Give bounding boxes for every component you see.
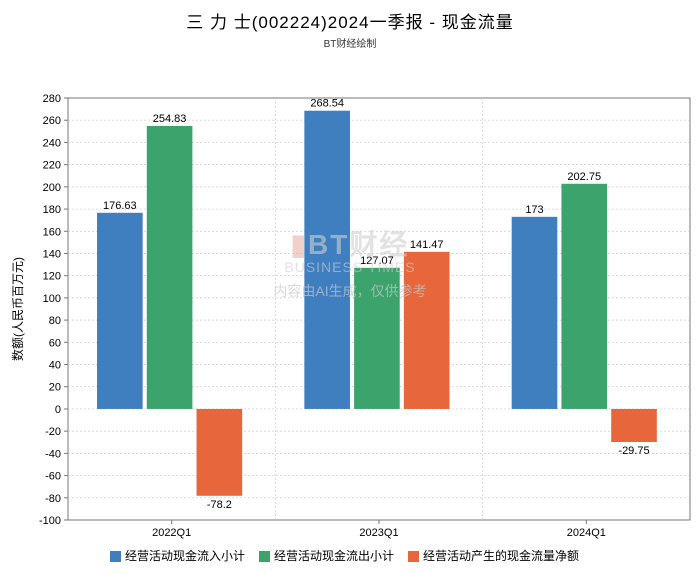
svg-text:2022Q1: 2022Q1 — [152, 527, 191, 539]
legend-swatch — [259, 551, 270, 562]
legend-label: 经营活动产生的现金流量净额 — [423, 548, 579, 563]
svg-text:2023Q1: 2023Q1 — [359, 527, 398, 539]
svg-text:120: 120 — [43, 271, 61, 283]
svg-text:-29.75: -29.75 — [618, 445, 649, 457]
chart-svg: -100 -80 -60 -40 -20 0 20 40 60 80 100 120 140 160 180… — [0, 50, 700, 574]
svg-text:176.63: 176.63 — [103, 200, 137, 212]
svg-text:140: 140 — [43, 248, 61, 260]
svg-text:-78.2: -78.2 — [207, 499, 232, 511]
bar — [611, 409, 657, 442]
svg-text:160: 160 — [43, 226, 61, 238]
svg-text:268.54: 268.54 — [310, 98, 344, 110]
bar — [404, 252, 450, 409]
svg-text:202.75: 202.75 — [567, 171, 601, 183]
svg-text:141.47: 141.47 — [410, 239, 444, 251]
svg-text:240: 240 — [43, 137, 61, 149]
chart-subtitle: BT财经绘制 — [0, 33, 700, 50]
chart-container: 三 力 士(002224)2024一季报 - 现金流量 BT财经绘制 ▮BT财经… — [0, 0, 700, 524]
svg-text:260: 260 — [43, 115, 61, 127]
legend-label: 经营活动现金流入小计 — [125, 548, 245, 563]
svg-text:-20: -20 — [45, 426, 61, 438]
bar — [304, 111, 350, 409]
bar — [197, 409, 243, 496]
svg-text:-100: -100 — [39, 515, 61, 527]
svg-text:-80: -80 — [45, 493, 61, 505]
svg-text:127.07: 127.07 — [360, 255, 394, 267]
svg-text:180: 180 — [43, 204, 61, 216]
bar — [147, 126, 193, 409]
bar — [561, 184, 607, 409]
svg-text:60: 60 — [49, 337, 61, 349]
svg-text:200: 200 — [43, 182, 61, 194]
svg-text:0: 0 — [55, 404, 61, 416]
svg-text:80: 80 — [49, 315, 61, 327]
svg-text:100: 100 — [43, 293, 61, 305]
svg-text:173: 173 — [525, 204, 543, 216]
svg-text:40: 40 — [49, 360, 61, 372]
svg-text:-40: -40 — [45, 448, 61, 460]
bar — [512, 217, 558, 409]
svg-text:-60: -60 — [45, 471, 61, 483]
legend-swatch — [110, 551, 121, 562]
svg-text:254.83: 254.83 — [153, 113, 187, 125]
svg-text:280: 280 — [43, 93, 61, 105]
svg-text:20: 20 — [49, 382, 61, 394]
bar — [354, 268, 400, 409]
legend-label: 经营活动现金流出小计 — [274, 548, 394, 563]
svg-text:2024Q1: 2024Q1 — [567, 527, 606, 539]
legend-swatch — [408, 551, 419, 562]
svg-text:数额(人民币百万元): 数额(人民币百万元) — [10, 257, 25, 361]
svg-text:220: 220 — [43, 160, 61, 172]
bar — [97, 213, 143, 409]
chart-title: 三 力 士(002224)2024一季报 - 现金流量 — [0, 0, 700, 33]
